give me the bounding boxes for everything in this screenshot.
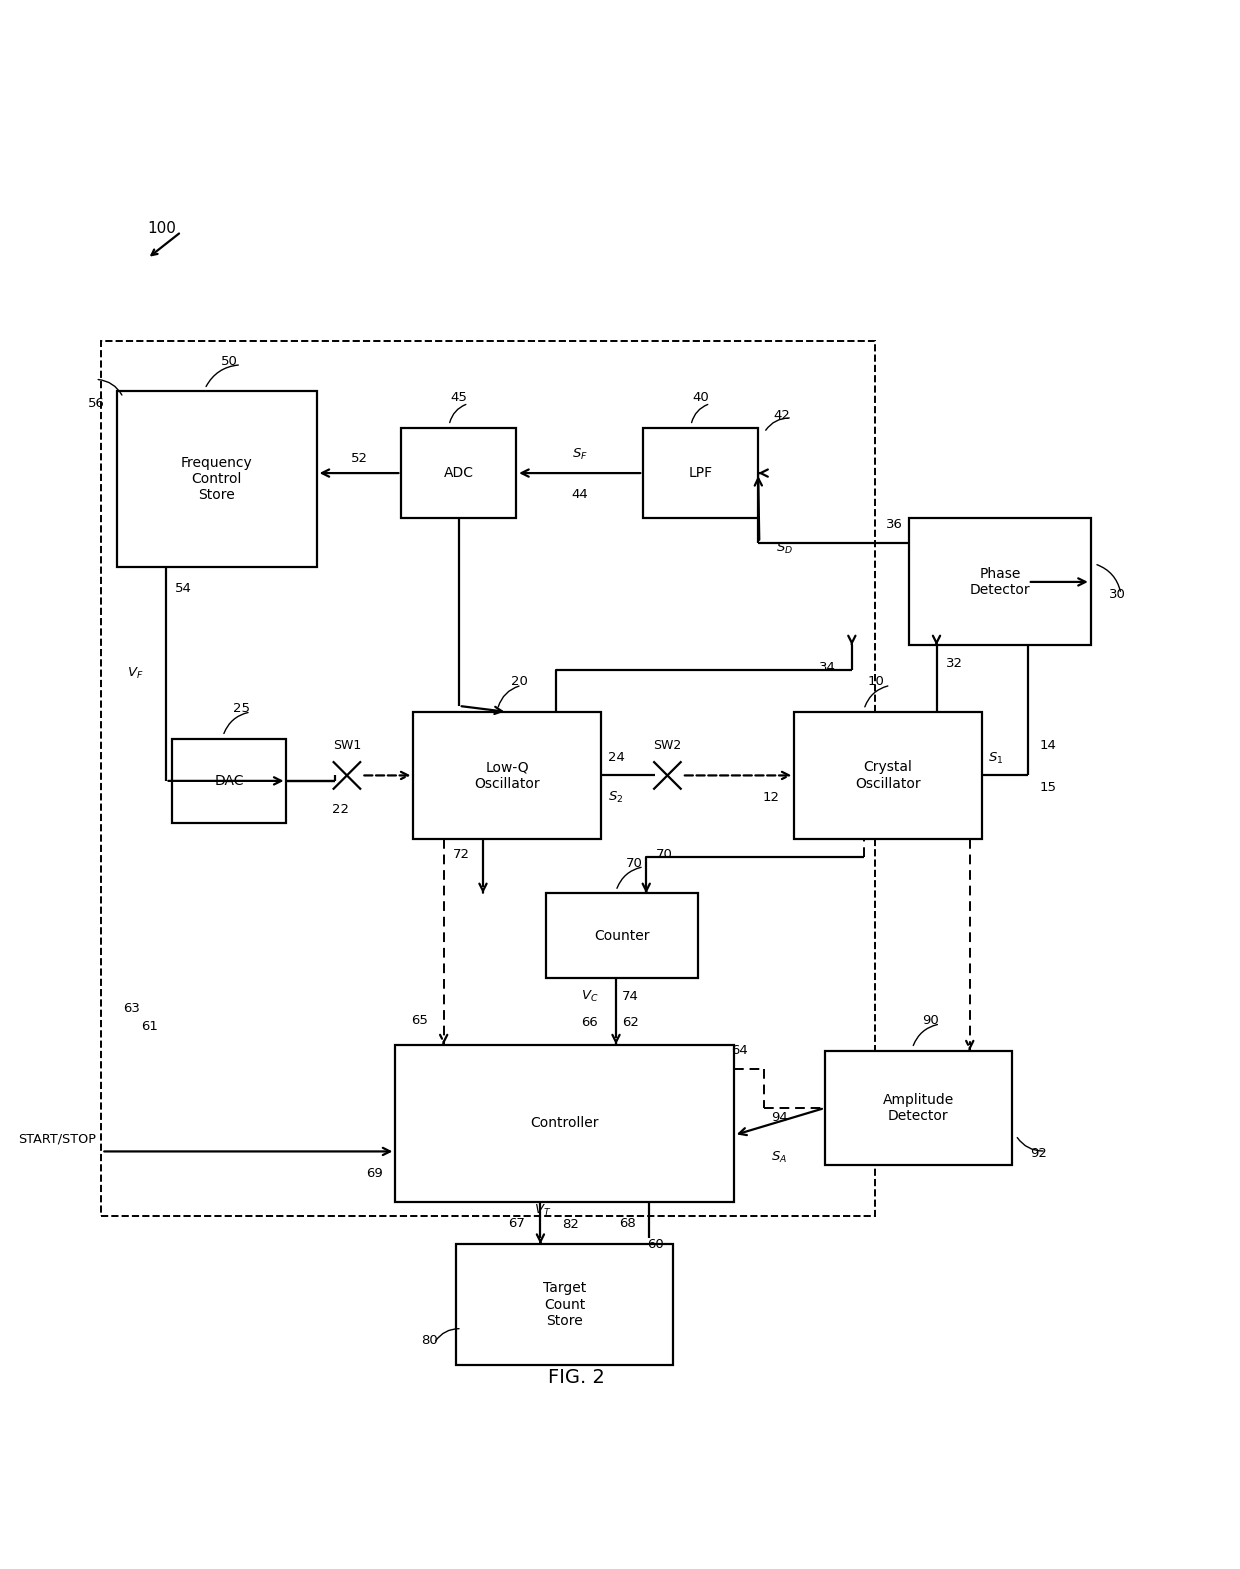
Text: 70: 70	[626, 857, 642, 869]
Text: 94: 94	[771, 1111, 787, 1123]
Text: 25: 25	[233, 701, 249, 715]
Text: 12: 12	[763, 791, 780, 803]
Bar	[644, 428, 758, 518]
Text: 42: 42	[774, 410, 791, 422]
Text: 64: 64	[732, 1043, 749, 1058]
Text: 40: 40	[692, 391, 709, 403]
Text: Frequency
Control
Store: Frequency Control Store	[181, 457, 253, 502]
Text: 82: 82	[562, 1218, 579, 1232]
Text: 52: 52	[351, 452, 367, 464]
Text: Phase
Detector: Phase Detector	[970, 566, 1030, 598]
Bar	[396, 1045, 734, 1202]
Bar	[456, 1244, 673, 1365]
Text: 22: 22	[332, 803, 350, 816]
Text: Amplitude
Detector: Amplitude Detector	[883, 1094, 954, 1123]
Text: 68: 68	[619, 1218, 636, 1230]
Bar	[909, 518, 1091, 645]
Text: $S_F$: $S_F$	[572, 447, 588, 463]
Text: 34: 34	[820, 661, 836, 673]
Bar	[171, 739, 286, 824]
Text: Low-Q
Oscillator: Low-Q Oscillator	[475, 761, 539, 791]
Text: $V_T$: $V_T$	[534, 1203, 552, 1219]
Text: 30: 30	[1109, 587, 1126, 601]
Bar	[117, 391, 316, 566]
Text: DAC: DAC	[215, 774, 244, 788]
Text: $S_D$: $S_D$	[776, 541, 794, 557]
Text: Target
Count
Store: Target Count Store	[543, 1282, 587, 1327]
Text: 63: 63	[123, 1001, 140, 1015]
Text: 100: 100	[148, 221, 176, 235]
Text: Controller: Controller	[531, 1116, 599, 1130]
Text: 54: 54	[175, 582, 192, 595]
Text: 56: 56	[88, 397, 105, 410]
Text: $S_A$: $S_A$	[771, 1150, 787, 1164]
Text: 61: 61	[141, 1020, 159, 1032]
Text: 90: 90	[923, 1014, 939, 1026]
Text: SW1: SW1	[332, 739, 361, 752]
Text: 32: 32	[946, 657, 963, 670]
Text: 74: 74	[622, 990, 639, 1003]
Text: 36: 36	[887, 518, 903, 530]
Text: LPF: LPF	[688, 466, 713, 480]
Text: 50: 50	[221, 355, 237, 367]
Text: SW2: SW2	[653, 739, 682, 752]
Bar	[402, 428, 516, 518]
Text: 24: 24	[608, 752, 625, 764]
Text: 72: 72	[453, 847, 470, 860]
Text: 80: 80	[420, 1334, 438, 1348]
Text: 92: 92	[1030, 1147, 1047, 1159]
Text: $V_C$: $V_C$	[580, 988, 598, 1004]
Text: 69: 69	[367, 1167, 383, 1180]
Text: ADC: ADC	[444, 466, 474, 480]
Bar	[547, 893, 698, 977]
Text: Counter: Counter	[594, 929, 650, 943]
Text: 62: 62	[622, 1017, 639, 1029]
Text: 14: 14	[1040, 739, 1056, 752]
Text: 15: 15	[1040, 781, 1056, 794]
Text: $V_F$: $V_F$	[128, 667, 144, 681]
Text: 67: 67	[508, 1218, 525, 1230]
Bar	[102, 340, 875, 1216]
Bar	[795, 712, 982, 839]
Text: 45: 45	[450, 391, 467, 403]
Text: 60: 60	[647, 1238, 663, 1250]
Text: Crystal
Oscillator: Crystal Oscillator	[856, 761, 921, 791]
Text: 20: 20	[511, 675, 528, 689]
Text: 66: 66	[582, 1017, 598, 1029]
Text: FIG. 2: FIG. 2	[548, 1368, 605, 1387]
Text: 10: 10	[868, 675, 884, 689]
Bar	[413, 712, 601, 839]
Text: 44: 44	[572, 488, 588, 502]
Text: 65: 65	[410, 1014, 428, 1026]
Text: $S_2$: $S_2$	[608, 789, 624, 805]
Text: $S_1$: $S_1$	[988, 752, 1003, 766]
Text: START/STOP: START/STOP	[19, 1133, 97, 1145]
Text: 70: 70	[656, 847, 673, 860]
Bar	[825, 1051, 1012, 1166]
